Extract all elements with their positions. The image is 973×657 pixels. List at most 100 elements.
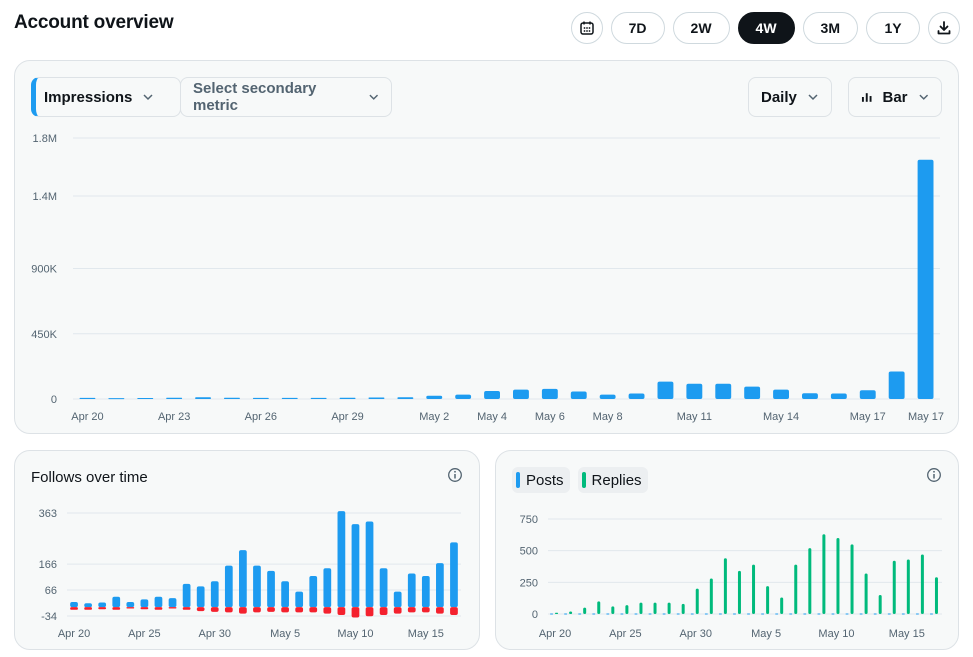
impressions-bar bbox=[744, 386, 761, 399]
follows-bar bbox=[323, 568, 332, 608]
follows-chart: -34 66 166 363 Apr 20 Apr 25 Apr 30 May 5 May 10… bbox=[39, 508, 461, 640]
posts-bar bbox=[648, 613, 652, 615]
interval-select[interactable]: Daily bbox=[748, 77, 832, 117]
info-icon[interactable] bbox=[926, 467, 942, 483]
secondary-metric-select[interactable]: Select secondary metric bbox=[180, 77, 392, 117]
info-icon[interactable] bbox=[447, 467, 463, 483]
follows-bar bbox=[224, 565, 233, 608]
chart-type-select[interactable]: Bar bbox=[848, 77, 942, 117]
y-tick-label: 250 bbox=[520, 577, 538, 589]
replies-bar bbox=[555, 612, 559, 614]
impressions-bar bbox=[541, 388, 558, 399]
posts-bar bbox=[859, 613, 863, 615]
replies-bar bbox=[625, 605, 629, 614]
follows-card: Follows over time -34 66 166 363 Apr 20 Apr 2… bbox=[14, 450, 480, 650]
engagement-card: Posts Replies 0 250 500 750 Apr 20 Apr 25 Apr … bbox=[495, 450, 959, 650]
download-button[interactable] bbox=[928, 12, 960, 44]
impressions-bar bbox=[715, 383, 732, 399]
unfollows-bar bbox=[379, 607, 388, 615]
impressions-bar bbox=[830, 393, 847, 399]
engagement-legend: Posts Replies bbox=[512, 467, 648, 493]
replies-bar bbox=[752, 564, 756, 614]
follows-bar bbox=[182, 583, 191, 608]
replies-bar bbox=[597, 601, 601, 614]
range-4w-button[interactable]: 4W bbox=[737, 12, 795, 44]
bar-chart-icon bbox=[861, 93, 872, 102]
y-tick-label: 500 bbox=[520, 546, 538, 558]
legend-replies[interactable]: Replies bbox=[577, 467, 648, 493]
follows-bar bbox=[154, 596, 163, 608]
impressions-bar bbox=[513, 389, 529, 399]
range-1y-button[interactable]: 1Y bbox=[866, 12, 920, 44]
posts-bar bbox=[817, 613, 821, 615]
unfollows-bar bbox=[126, 607, 135, 609]
impressions-bar bbox=[310, 397, 327, 399]
x-tick-label: Apr 30 bbox=[680, 628, 712, 640]
unfollows-bar bbox=[393, 607, 402, 614]
chevron-down-icon bbox=[918, 94, 928, 100]
x-tick-label: May 4 bbox=[477, 411, 507, 423]
unfollows-bar bbox=[98, 607, 107, 610]
replies-bar bbox=[780, 597, 784, 614]
replies-bar bbox=[850, 544, 854, 614]
x-tick-label: Apr 23 bbox=[158, 411, 190, 423]
impressions-bar bbox=[657, 381, 674, 399]
x-tick-label: May 10 bbox=[337, 628, 373, 640]
replies-bar bbox=[611, 606, 615, 614]
range-3m-button[interactable]: 3M bbox=[802, 12, 858, 44]
x-tick-label: May 11 bbox=[677, 411, 712, 423]
x-tick-label: Apr 25 bbox=[609, 628, 641, 640]
replies-bar bbox=[681, 603, 685, 614]
follows-bar bbox=[253, 565, 261, 608]
posts-bar bbox=[592, 613, 596, 615]
engagement-chart: 0 250 500 750 Apr 20 Apr 25 Apr 30 May 5 May 10 M… bbox=[520, 514, 942, 640]
posts-bar bbox=[845, 613, 849, 615]
replies-bar bbox=[906, 559, 910, 614]
replies-bar bbox=[723, 558, 727, 614]
x-tick-label: Apr 25 bbox=[128, 628, 160, 640]
calendar-button[interactable] bbox=[570, 12, 603, 44]
follows-bar bbox=[393, 591, 402, 608]
unfollows-bar bbox=[436, 607, 444, 614]
x-tick-label: Apr 20 bbox=[71, 411, 103, 423]
impressions-bar bbox=[166, 397, 183, 399]
range-2w-button[interactable]: 2W bbox=[672, 12, 730, 44]
range-7d-button[interactable]: 7D bbox=[610, 12, 665, 44]
follows-bar bbox=[379, 568, 388, 608]
impressions-bar bbox=[137, 397, 154, 399]
x-tick-label: Apr 29 bbox=[331, 411, 363, 423]
impressions-chart: 0 450K 900K 1.4M 1.8M Apr 20 Apr 23 Apr 26 Apr 2… bbox=[31, 133, 944, 423]
impressions-bar bbox=[455, 394, 472, 399]
calendar-icon bbox=[579, 21, 594, 35]
posts-bar bbox=[831, 613, 835, 615]
follows-bar bbox=[267, 570, 275, 608]
impressions-bar bbox=[686, 383, 703, 399]
legend-posts-label: Posts bbox=[526, 471, 564, 489]
chevron-down-icon bbox=[143, 94, 153, 101]
secondary-metric-placeholder: Select secondary metric bbox=[193, 80, 317, 114]
replies-bar bbox=[920, 554, 924, 614]
posts-bar bbox=[747, 613, 751, 615]
x-tick-label: May 6 bbox=[535, 411, 565, 423]
posts-bar bbox=[718, 613, 722, 615]
y-tick-label: 166 bbox=[39, 559, 57, 571]
y-tick-label: 66 bbox=[45, 585, 57, 597]
impressions-bar bbox=[628, 393, 645, 399]
replies-bar bbox=[667, 602, 671, 614]
primary-metric-select[interactable]: Impressions bbox=[31, 77, 181, 117]
y-tick-label: 1.4M bbox=[33, 191, 57, 203]
x-tick-label: Apr 30 bbox=[199, 628, 231, 640]
posts-bar bbox=[873, 613, 877, 615]
posts-bar bbox=[634, 613, 638, 615]
follows-bar bbox=[351, 524, 360, 608]
legend-posts[interactable]: Posts bbox=[512, 467, 570, 493]
follows-bar bbox=[126, 601, 135, 608]
follows-bar bbox=[450, 542, 458, 608]
impressions-bar bbox=[802, 393, 818, 399]
posts-bar bbox=[564, 613, 568, 615]
replies-swatch bbox=[581, 472, 586, 488]
impressions-bar bbox=[195, 397, 211, 399]
unfollows-bar bbox=[337, 607, 346, 615]
unfollows-bar bbox=[84, 607, 92, 610]
y-tick-label: 1.8M bbox=[33, 133, 57, 145]
